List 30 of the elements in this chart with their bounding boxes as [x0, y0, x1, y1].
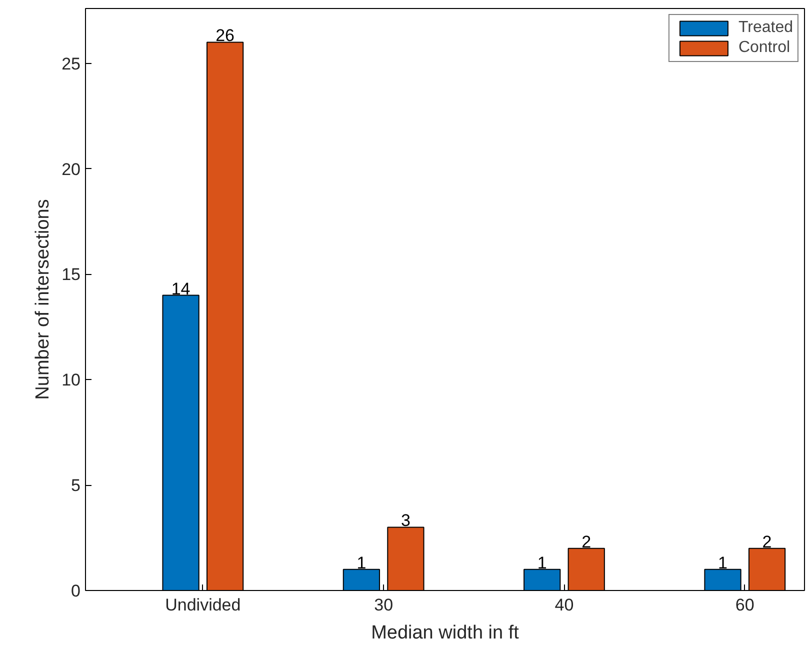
- data-label: 26: [216, 26, 235, 46]
- data-label: 1: [537, 553, 547, 572]
- x-tick-label: Undivided: [165, 596, 241, 614]
- bar: [748, 548, 786, 590]
- bar: [342, 568, 380, 590]
- x-axis-title: Median width in ft: [371, 622, 520, 644]
- y-axis-title: Number of intersections: [32, 199, 54, 400]
- bar: [387, 526, 424, 590]
- y-tick-label: 10: [62, 370, 81, 390]
- x-tick-label: 30: [374, 596, 394, 614]
- bar: [206, 42, 244, 590]
- data-label: 1: [356, 553, 366, 572]
- y-tick-label: 25: [62, 54, 81, 74]
- x-tick-label: 60: [735, 596, 754, 614]
- legend-label: Control: [738, 39, 790, 57]
- x-tick-label: 40: [554, 596, 574, 614]
- y-tick-label: 0: [71, 582, 81, 600]
- data-label: 2: [582, 532, 592, 552]
- bar: [524, 568, 561, 590]
- data-label: 3: [400, 511, 410, 530]
- y-tick-label: 5: [71, 476, 81, 496]
- data-label: 14: [171, 279, 190, 298]
- data-label: 1: [718, 553, 728, 572]
- data-label: 2: [762, 532, 772, 552]
- bar: [704, 568, 742, 590]
- y-tick-label: 20: [62, 160, 81, 179]
- bar: [568, 548, 605, 590]
- y-tick-label: 15: [62, 265, 81, 284]
- legend-label: Treated: [738, 19, 793, 37]
- bar: [162, 294, 200, 590]
